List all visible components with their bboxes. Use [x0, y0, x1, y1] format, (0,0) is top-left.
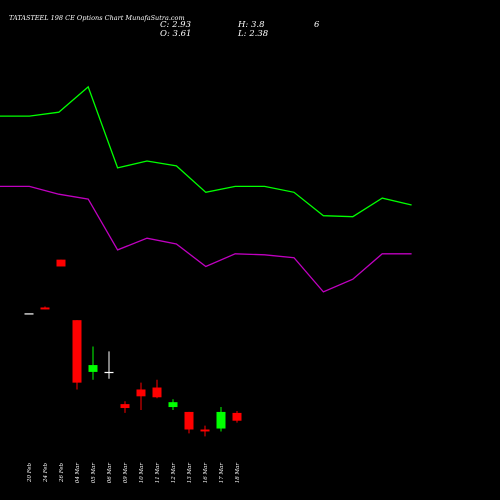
x-tick-label: 18 Mar [235, 463, 241, 484]
x-tick-label: 05 Mar [91, 463, 97, 484]
close-value: C: 2.93 [160, 20, 191, 30]
x-tick-label: 09 Mar [123, 463, 129, 484]
upper-band-line [0, 85, 412, 218]
candle-body [88, 365, 98, 372]
lower-band-line [0, 185, 412, 293]
candle-body [168, 402, 178, 408]
x-tick-label: 10 Mar [139, 463, 145, 484]
candle-body [200, 429, 210, 432]
candle-body [216, 411, 226, 429]
x-tick-label: 12 Mar [171, 463, 177, 484]
x-tick-label: 16 Mar [203, 463, 209, 484]
candle-body [152, 387, 162, 398]
x-tick-label: 24 Feb [43, 463, 49, 484]
x-tick-label: 26 Feb [59, 463, 65, 484]
candle-body [56, 259, 66, 267]
candle-body [184, 411, 194, 430]
candle-body [232, 412, 242, 421]
open-value: O: 3.61 [160, 29, 192, 39]
x-tick-label: 20 Feb [27, 463, 33, 484]
candle-body [72, 320, 82, 383]
x-tick-label: 06 Mar [107, 463, 113, 484]
x-tick-label: 04 Mar [75, 463, 81, 484]
extra-value: 6 [314, 20, 320, 30]
x-tick-label: 13 Mar [187, 463, 193, 484]
candle-body [104, 371, 114, 374]
candle-body [136, 389, 146, 397]
candle-body [40, 307, 50, 310]
x-tick-label: 17 Mar [219, 463, 225, 484]
candle-body [24, 313, 34, 315]
low-value: L: 2.38 [238, 29, 269, 39]
chart-title: TATASTEEL 198 CE Options Chart MunafaSut… [9, 14, 185, 22]
candle-body [120, 404, 130, 409]
high-value: H: 3.8 [238, 20, 265, 30]
x-tick-label: 11 Mar [155, 463, 161, 484]
